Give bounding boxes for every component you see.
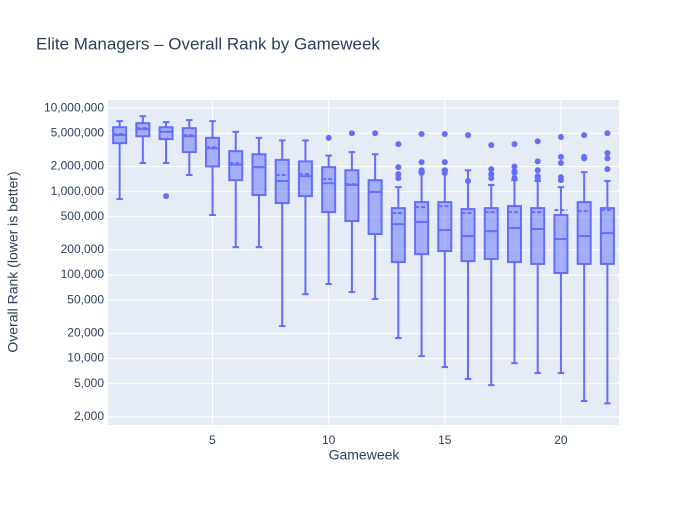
- outlier: [465, 177, 472, 184]
- outlier: [511, 175, 518, 182]
- outlier: [418, 159, 425, 166]
- outlier: [534, 138, 541, 145]
- outlier: [395, 141, 402, 148]
- outlier: [325, 134, 332, 141]
- x-tick-label: 15: [438, 433, 452, 447]
- outlier: [604, 166, 611, 173]
- outlier: [534, 175, 541, 182]
- outlier: [581, 155, 588, 162]
- box: [158, 126, 174, 141]
- outlier: [604, 130, 611, 137]
- box: [414, 201, 430, 256]
- outlier: [534, 158, 541, 165]
- y-tick-label: 1,000,000: [51, 184, 105, 198]
- y-tick-label: 5,000,000: [51, 125, 105, 139]
- box: [483, 207, 499, 260]
- box: [553, 214, 569, 274]
- y-tick-label: 500,000: [61, 209, 105, 223]
- y-tick-label: 200,000: [61, 242, 105, 256]
- y-axis-label: Overall Rank (lower is better): [5, 171, 21, 352]
- outlier: [534, 167, 541, 174]
- outlier: [441, 130, 448, 137]
- box: [506, 205, 522, 264]
- outlier: [441, 169, 448, 176]
- y-tick-label: 100,000: [61, 267, 105, 281]
- box: [344, 169, 360, 223]
- outlier: [604, 149, 611, 156]
- outlier: [348, 130, 355, 137]
- outlier: [557, 177, 564, 184]
- box: [599, 207, 615, 265]
- x-tick-label: 5: [209, 433, 216, 447]
- box: [390, 207, 406, 264]
- y-tick-label: 50,000: [67, 292, 104, 306]
- outlier: [441, 159, 448, 166]
- box: [437, 201, 453, 253]
- box: [321, 166, 337, 214]
- outlier: [557, 159, 564, 166]
- outlier: [372, 130, 379, 137]
- y-tick-label: 10,000,000: [44, 100, 104, 114]
- outlier: [395, 175, 402, 182]
- box: [181, 127, 197, 154]
- y-tick-label: 5,000: [74, 376, 104, 390]
- y-tick-label: 2,000,000: [51, 159, 105, 173]
- box: [251, 153, 267, 197]
- outlier: [511, 141, 518, 148]
- outlier: [418, 169, 425, 176]
- outlier: [511, 163, 518, 170]
- x-tick-label: 10: [322, 433, 336, 447]
- y-tick-label: 2,000: [74, 409, 104, 423]
- outlier: [418, 130, 425, 137]
- outlier: [488, 142, 495, 149]
- outlier: [557, 153, 564, 160]
- outlier: [163, 193, 170, 200]
- outlier: [511, 169, 518, 176]
- box: [205, 136, 221, 168]
- y-tick-label: 10,000: [67, 351, 104, 365]
- outlier: [581, 132, 588, 139]
- box: [530, 207, 546, 265]
- outlier: [465, 132, 472, 139]
- box: [576, 201, 592, 265]
- x-tick-label: 20: [554, 433, 568, 447]
- outlier: [488, 166, 495, 173]
- outlier: [604, 155, 611, 162]
- outlier: [557, 134, 564, 141]
- box: [297, 160, 313, 198]
- outlier: [395, 164, 402, 171]
- y-tick-label: 20,000: [67, 326, 104, 340]
- box: [367, 179, 383, 236]
- x-axis-label: Gameweek: [329, 447, 401, 463]
- outlier: [488, 175, 495, 182]
- chart-title: Elite Managers – Overall Rank by Gamewee…: [36, 34, 380, 53]
